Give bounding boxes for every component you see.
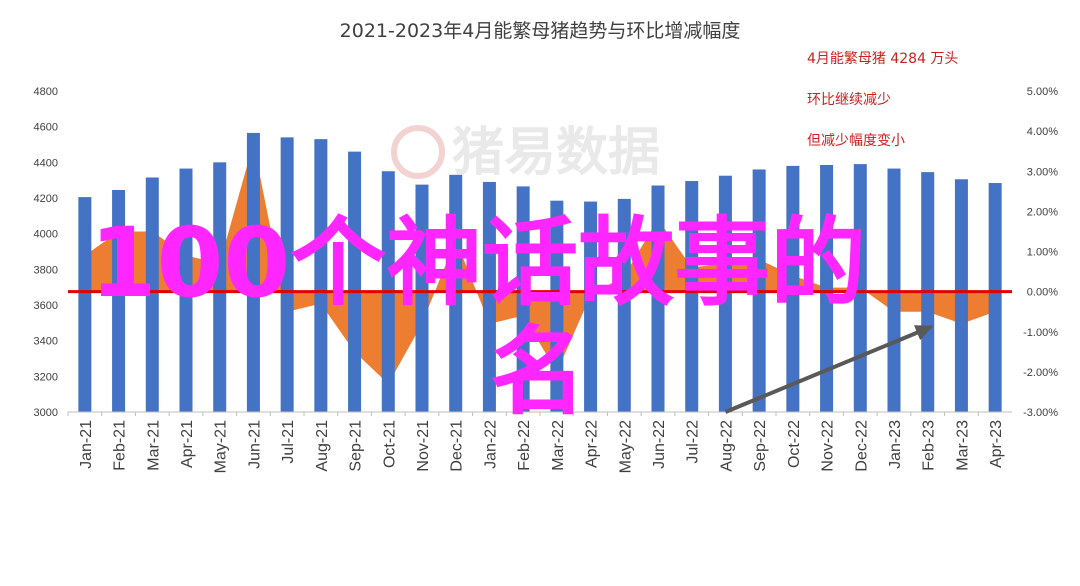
x-tick-label-Dec-21: Dec-21: [449, 420, 466, 472]
x-tick-label-Sep-21: Sep-21: [348, 420, 365, 472]
bar-Dec-22: [853, 164, 867, 412]
x-tick-label-Oct-22: Oct-22: [786, 420, 803, 468]
y-left-tick-label: 4800: [34, 86, 58, 98]
y-left-tick-label: 3400: [34, 336, 58, 348]
y-right-tick-label: -2.00%: [1023, 367, 1058, 379]
x-tick-label-Jan-23: Jan-23: [887, 420, 904, 469]
bar-Jan-21: [78, 197, 92, 412]
bar-May-22: [617, 198, 631, 412]
y-left-tick-label: 3000: [34, 407, 58, 419]
annotation-line-2: 环比继续减少: [807, 91, 891, 108]
trend-arrow-layer: [724, 325, 934, 414]
y-left-tick-label: 3800: [34, 264, 58, 276]
bar-Jan-22: [482, 181, 496, 412]
bar-Feb-21: [112, 189, 126, 412]
axes-layer: 3000 3200 3400 3600 3800 4000 4200 4400 4600 4800…: [34, 86, 1059, 473]
bar-Nov-22: [820, 165, 834, 412]
trend-arrow-shaft: [724, 328, 923, 414]
y-right-tick-label: 2.00%: [1027, 206, 1058, 218]
y-left-tick-label: 3600: [34, 300, 58, 312]
y-right-tick-label: -3.00%: [1023, 407, 1058, 419]
x-tick-label-Dec-22: Dec-22: [853, 420, 870, 472]
area-series: [84, 143, 996, 384]
x-tick-label-May-22: May-22: [617, 420, 634, 473]
bar-Aug-22: [718, 175, 732, 412]
bar-series-layer: [78, 132, 1002, 413]
x-tick-label-Aug-21: Aug-21: [314, 420, 331, 472]
chart-title: 2021-2023年4月能繁母猪趋势与环比增减幅度: [340, 20, 741, 42]
bar-Dec-21: [449, 174, 463, 412]
x-tick-label-Sep-22: Sep-22: [752, 420, 769, 472]
bar-Apr-23: [988, 183, 1002, 412]
bar-Mar-23: [954, 179, 968, 412]
y-right-tick-label: 1.00%: [1027, 247, 1058, 259]
overlay-text-layer: 100个神话故事的 名: [90, 207, 866, 428]
x-tick-label-Mar-22: Mar-22: [550, 420, 567, 471]
y-right-tick-label: 4.00%: [1027, 126, 1058, 138]
x-tick-label-Jul-21: Jul-21: [280, 420, 297, 464]
bar-Sep-21: [348, 151, 362, 412]
y-right-tick-label: 0.00%: [1027, 287, 1058, 299]
x-tick-label-Jun-21: Jun-21: [246, 420, 263, 469]
bar-Oct-22: [786, 165, 800, 412]
y-left-tick-label: 4600: [34, 122, 58, 134]
annotation-line-3: 但减少幅度变小: [807, 133, 905, 149]
bar-Jul-22: [685, 181, 699, 412]
x-tick-label-Jun-22: Jun-22: [651, 420, 668, 469]
x-tick-label-Feb-21: Feb-21: [112, 420, 129, 471]
overlay-text-line-1: 100个神话故事的: [90, 207, 866, 319]
y-right-tick-label: 3.00%: [1027, 166, 1058, 178]
bar-May-21: [213, 162, 227, 412]
x-tick-label-Nov-21: Nov-21: [415, 420, 432, 472]
bar-Nov-21: [415, 184, 429, 412]
x-tick-label-Jul-22: Jul-22: [685, 420, 702, 464]
bar-Jun-21: [246, 132, 260, 413]
bar-Aug-21: [314, 139, 328, 412]
y-left-tick-label: 3200: [34, 371, 58, 383]
x-tick-label-Nov-22: Nov-22: [820, 420, 837, 472]
x-tick-label-Jan-21: Jan-21: [78, 420, 95, 469]
overlay-text-line-2: 名: [490, 316, 586, 428]
y-right-tick-label: 5.00%: [1027, 86, 1058, 98]
x-tick-label-Oct-21: Oct-21: [381, 420, 398, 468]
bar-Jun-22: [651, 185, 665, 412]
area-series-layer: [84, 143, 996, 384]
bar-Apr-22: [584, 201, 598, 412]
y-left-tick-label: 4400: [34, 157, 58, 169]
x-tick-label-Jan-22: Jan-22: [482, 420, 499, 469]
watermark-text: 猪易数据: [452, 123, 660, 183]
x-tick-label-May-21: May-21: [213, 420, 230, 473]
bar-Mar-22: [550, 200, 564, 412]
annotation-line-1: 4月能繁母猪 4284 万头: [807, 51, 958, 67]
x-tick-label-Feb-23: Feb-23: [921, 420, 938, 471]
x-tick-label-Apr-23: Apr-23: [988, 420, 1005, 468]
watermark-layer: 猪易数据: [391, 123, 660, 183]
x-tick-label-Apr-22: Apr-22: [584, 420, 601, 468]
y-right-tick-label: -1.00%: [1023, 327, 1058, 339]
trend-arrow-head: [914, 325, 934, 341]
x-tick-label-Apr-21: Apr-21: [179, 420, 196, 468]
bar-Mar-21: [145, 177, 159, 412]
bar-Feb-22: [516, 186, 530, 412]
watermark-logo-icon: [391, 125, 445, 179]
y-left-tick-label: 4000: [34, 229, 58, 241]
bar-Jul-21: [280, 137, 294, 412]
x-tick-label-Mar-23: Mar-23: [954, 420, 971, 471]
y-left-tick-label: 4200: [34, 193, 58, 205]
x-tick-label-Mar-21: Mar-21: [145, 420, 162, 471]
x-tick-label-Aug-22: Aug-22: [718, 420, 735, 472]
text-layer: 2021-2023年4月能繁母猪趋势与环比增减幅度 4月能繁母猪 4284 万头…: [340, 20, 959, 149]
x-tick-label-Feb-22: Feb-22: [516, 420, 533, 471]
